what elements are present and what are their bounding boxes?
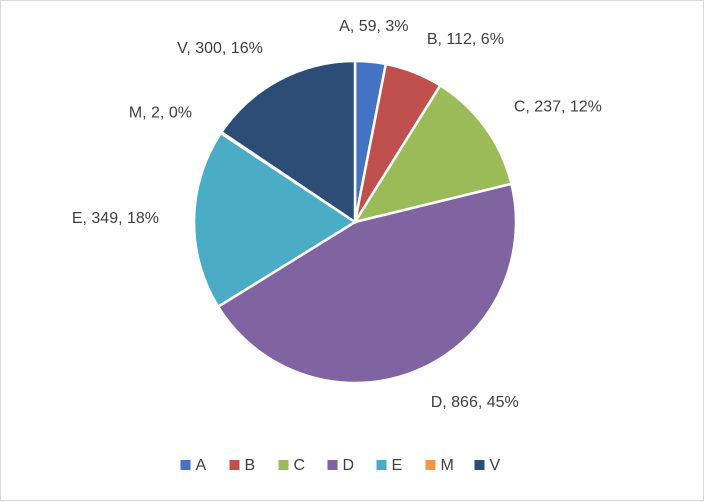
legend-label: E [392,457,403,474]
data-label: V, 300, 16% [177,40,263,57]
data-label: D, 866, 45% [431,394,519,411]
legend-label: A [196,457,207,474]
data-label: A, 59, 3% [339,18,408,35]
legend-swatch [474,460,485,470]
legend-label: C [294,457,306,474]
data-label: E, 349, 18% [72,210,159,227]
legend-label: B [245,457,256,474]
legend-swatch [278,460,289,470]
pie-slice [192,131,358,309]
legend-swatch [376,460,387,470]
legend-label: M [441,457,454,474]
legend-swatch [229,460,240,470]
data-label: M, 2, 0% [129,104,192,121]
pie-slice [216,182,518,385]
legend-swatch [327,460,338,470]
data-label: B, 112, 6% [427,31,504,48]
legend-swatch [180,460,191,470]
legend-swatch [425,460,436,470]
pie-slice [219,59,357,225]
legend-label: V [490,457,501,474]
pie-slice [352,83,513,224]
legend-label: D [343,457,355,474]
data-label: C, 237, 12% [514,98,602,115]
